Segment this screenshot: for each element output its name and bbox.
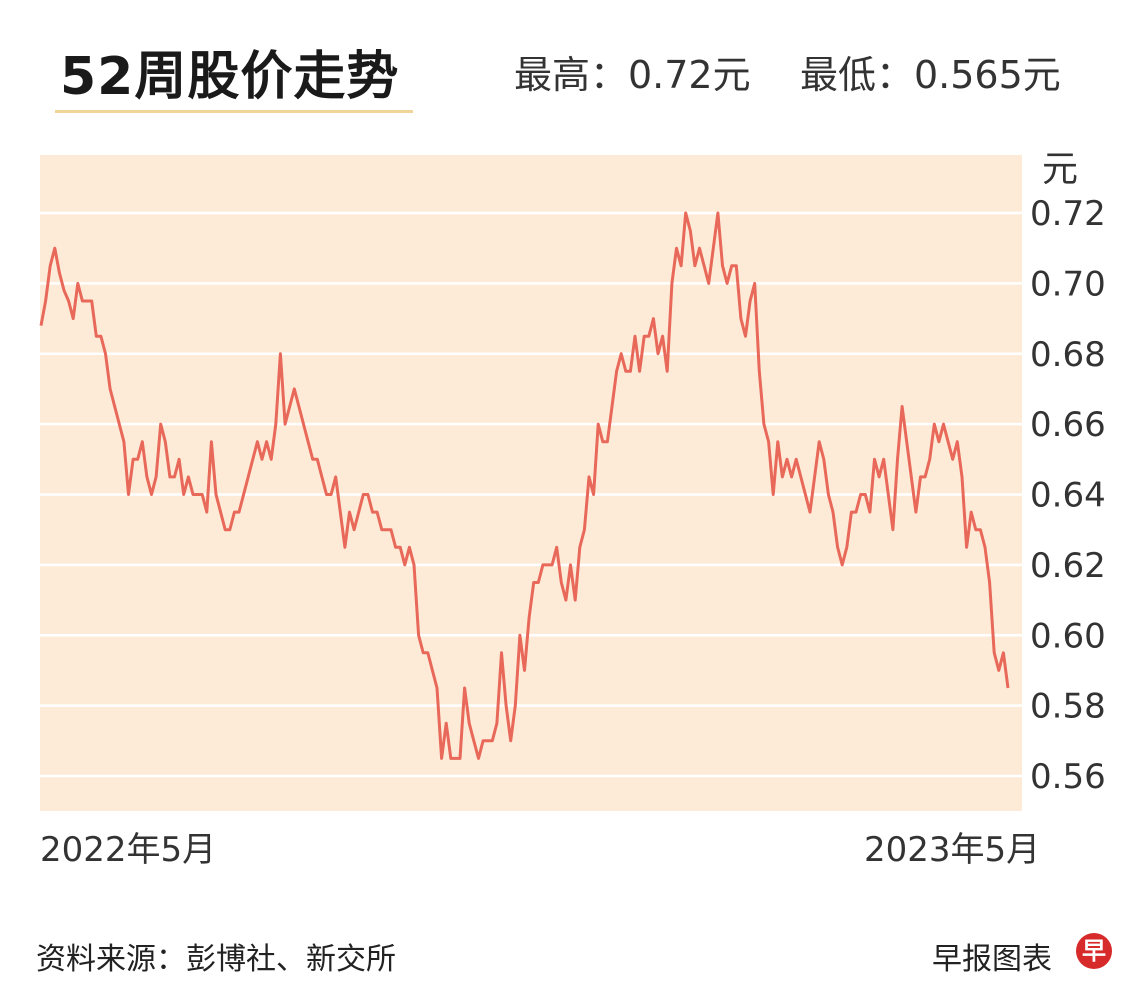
y-axis-unit-label: 元 [1042, 149, 1079, 190]
x-axis-start-label: 2022年5月 [40, 830, 217, 870]
y-tick-label: 0.62 [1030, 546, 1106, 586]
x-axis-end-label: 2023年5月 [864, 830, 1041, 870]
low-price-label: 最低：0.565元 [800, 53, 1061, 97]
title-underline [55, 110, 413, 113]
brand-label: 早报图表 [932, 942, 1052, 977]
high-price-label: 最高：0.72元 [514, 53, 751, 97]
y-tick-label: 0.58 [1030, 687, 1106, 727]
chart-title: 52周股价走势 [60, 47, 400, 107]
y-tick-label: 0.64 [1030, 476, 1106, 516]
y-tick-label: 0.70 [1030, 264, 1106, 304]
y-tick-label: 0.66 [1030, 405, 1106, 445]
y-tick-label: 0.56 [1030, 757, 1106, 797]
plot-background [40, 155, 1022, 811]
y-axis-ticks: 0.56 0.58 0.60 0.62 0.64 0.66 0.68 0.70 0.72 [1030, 194, 1106, 797]
y-tick-label: 0.68 [1030, 335, 1106, 375]
price-series-line [39, 211, 1010, 760]
data-source-note: 资料来源：彭博社、新交所 [36, 942, 396, 977]
brand-logo-icon: 早 [1076, 933, 1112, 969]
y-tick-label: 0.72 [1030, 194, 1106, 234]
y-tick-label: 0.60 [1030, 616, 1106, 656]
